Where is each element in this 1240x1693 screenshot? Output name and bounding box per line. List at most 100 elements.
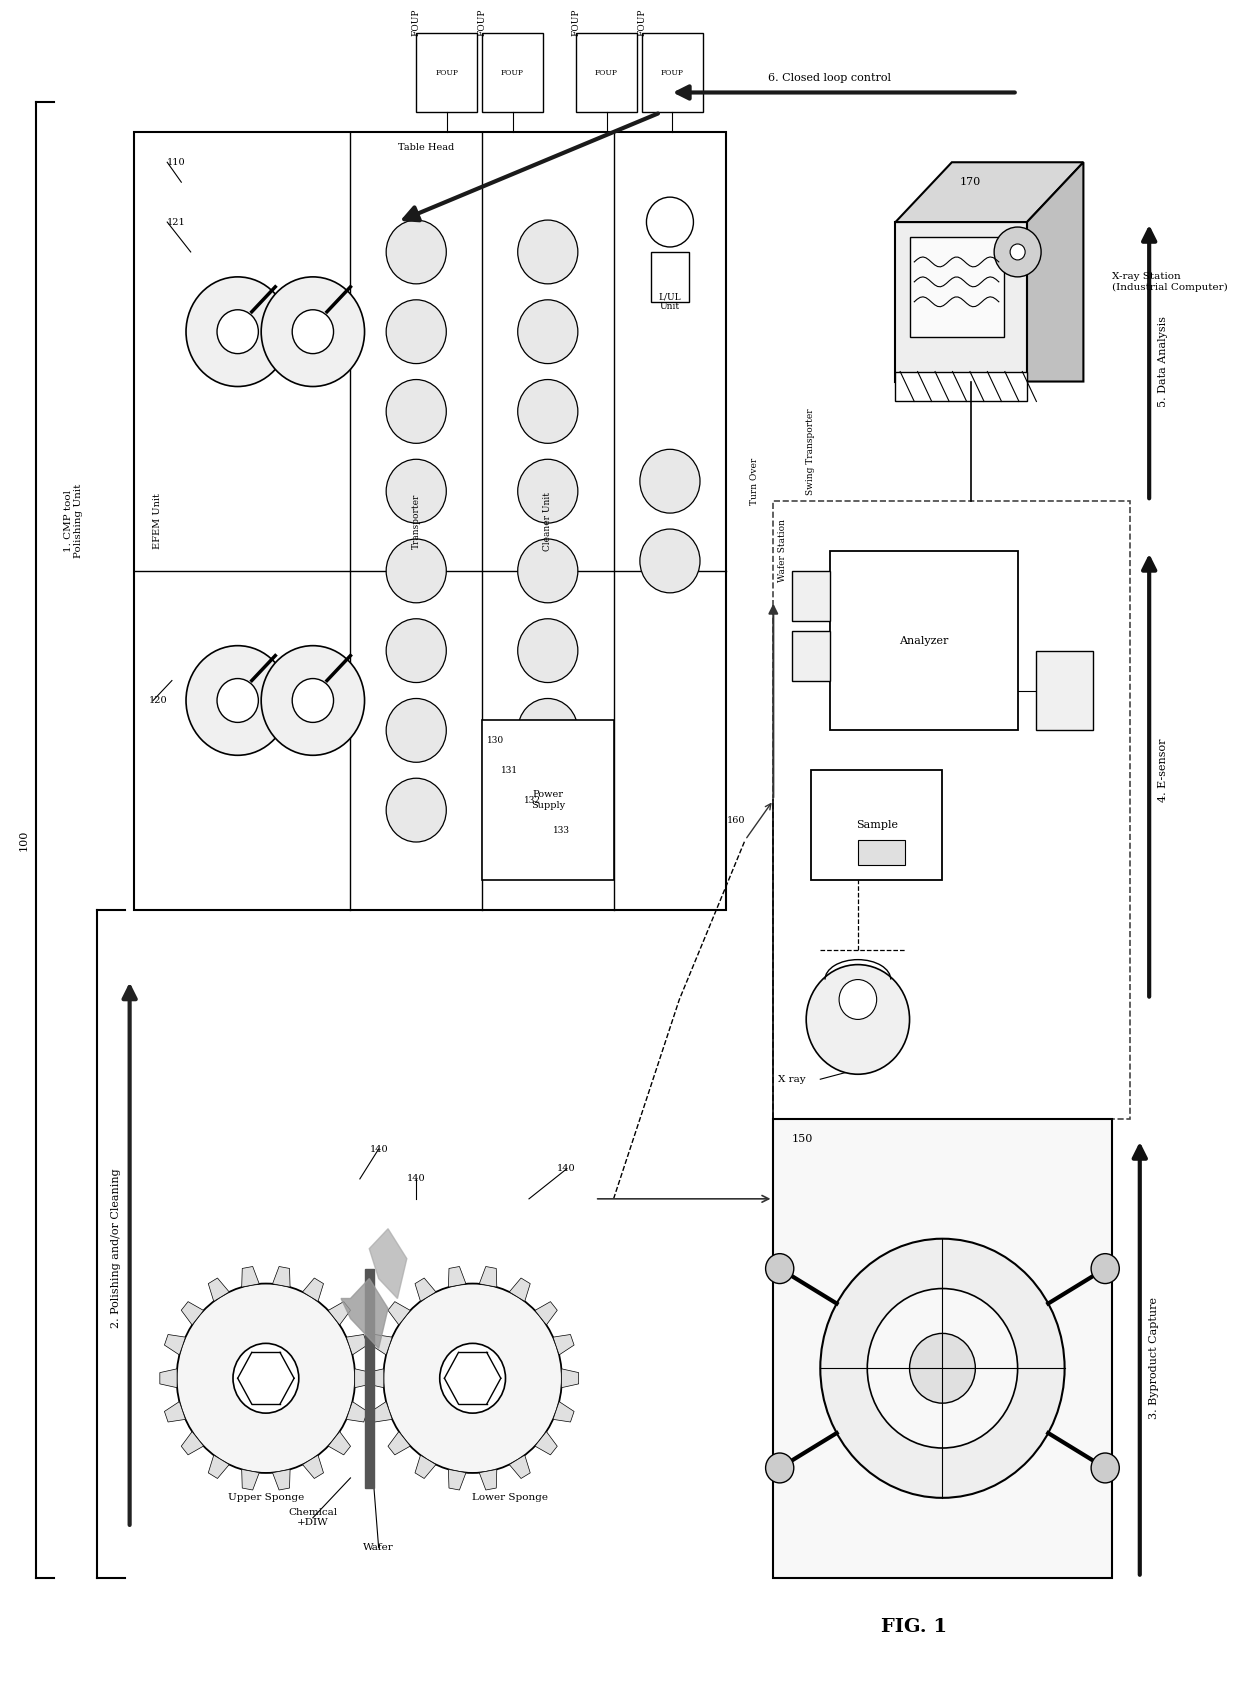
Text: FOUP: FOUP: [661, 68, 683, 76]
Circle shape: [386, 779, 446, 841]
Text: FOUP: FOUP: [595, 68, 618, 76]
Circle shape: [994, 227, 1042, 278]
Polygon shape: [415, 1454, 436, 1478]
Text: Transporter: Transporter: [412, 493, 420, 549]
Circle shape: [518, 699, 578, 762]
Polygon shape: [273, 1470, 290, 1490]
Circle shape: [383, 1283, 562, 1473]
Circle shape: [293, 679, 334, 723]
Text: Analyzer: Analyzer: [899, 635, 949, 645]
Polygon shape: [895, 163, 1084, 222]
Text: Cleaner Unit: Cleaner Unit: [543, 491, 552, 550]
Circle shape: [518, 220, 578, 284]
Circle shape: [386, 459, 446, 523]
Polygon shape: [165, 1334, 186, 1354]
Polygon shape: [208, 1454, 229, 1478]
Text: 121: 121: [167, 218, 186, 227]
Bar: [774, 501, 1131, 1119]
Polygon shape: [341, 1278, 388, 1348]
Text: 150: 150: [792, 1134, 813, 1144]
Text: Upper Sponge: Upper Sponge: [228, 1493, 304, 1502]
Polygon shape: [562, 1370, 579, 1388]
Bar: [575, 32, 637, 112]
Circle shape: [217, 310, 258, 354]
Circle shape: [440, 1343, 506, 1414]
Polygon shape: [534, 1432, 557, 1454]
Polygon shape: [181, 1432, 203, 1454]
Text: 5. Data Analysis: 5. Data Analysis: [1158, 317, 1168, 406]
Bar: [792, 631, 830, 681]
Text: 133: 133: [553, 826, 569, 835]
Polygon shape: [346, 1402, 367, 1422]
Circle shape: [186, 278, 289, 386]
Text: Chemical
+DIW: Chemical +DIW: [289, 1508, 337, 1527]
Bar: [895, 371, 1027, 401]
Circle shape: [262, 278, 365, 386]
Circle shape: [518, 459, 578, 523]
Polygon shape: [160, 1370, 177, 1388]
Polygon shape: [303, 1454, 324, 1478]
Text: 6. Closed loop control: 6. Closed loop control: [769, 73, 892, 83]
Bar: [417, 32, 477, 112]
Bar: [482, 32, 543, 112]
Text: Power
Supply: Power Supply: [531, 791, 565, 809]
Polygon shape: [371, 1402, 392, 1422]
Bar: [651, 252, 688, 301]
Polygon shape: [208, 1278, 229, 1302]
Circle shape: [262, 645, 365, 755]
Text: 160: 160: [727, 816, 745, 824]
Circle shape: [176, 1283, 355, 1473]
Circle shape: [518, 538, 578, 603]
Text: Turn Over: Turn Over: [750, 457, 759, 505]
Polygon shape: [303, 1278, 324, 1302]
Circle shape: [821, 1239, 1065, 1498]
Circle shape: [217, 679, 258, 723]
Circle shape: [386, 379, 446, 444]
Circle shape: [386, 618, 446, 682]
Polygon shape: [370, 1229, 407, 1299]
Text: FOUP: FOUP: [501, 68, 525, 76]
Circle shape: [1011, 244, 1025, 261]
Polygon shape: [415, 1278, 436, 1302]
Text: 1. CMP tool
Polishing Unit: 1. CMP tool Polishing Unit: [63, 484, 83, 559]
Text: FOUP: FOUP: [572, 8, 580, 37]
Circle shape: [518, 300, 578, 364]
Bar: [830, 550, 1018, 730]
Circle shape: [765, 1253, 794, 1283]
Circle shape: [518, 379, 578, 444]
Text: X-ray Station
(Industrial Computer): X-ray Station (Industrial Computer): [1111, 273, 1228, 291]
Circle shape: [910, 1334, 976, 1403]
Circle shape: [293, 310, 334, 354]
Circle shape: [646, 196, 693, 247]
Polygon shape: [329, 1432, 351, 1454]
Circle shape: [186, 645, 289, 755]
Text: 2. Polishing and/or Cleaning: 2. Polishing and/or Cleaning: [110, 1168, 120, 1329]
Text: 120: 120: [149, 696, 167, 704]
Text: FOUP: FOUP: [412, 8, 420, 37]
Circle shape: [1091, 1253, 1120, 1283]
Circle shape: [765, 1453, 794, 1483]
Circle shape: [386, 220, 446, 284]
Polygon shape: [449, 1266, 466, 1287]
Bar: [910, 237, 1003, 337]
Text: FOUP: FOUP: [637, 8, 646, 37]
Circle shape: [386, 300, 446, 364]
Text: 131: 131: [501, 765, 518, 775]
Bar: [482, 721, 614, 880]
Bar: [811, 770, 942, 880]
Text: 4. E-sensor: 4. E-sensor: [1158, 738, 1168, 802]
Polygon shape: [367, 1370, 384, 1388]
Text: FOUP: FOUP: [477, 8, 486, 37]
Text: 3. Byproduct Capture: 3. Byproduct Capture: [1149, 1297, 1159, 1419]
Text: Sample: Sample: [856, 819, 898, 830]
Text: 100: 100: [19, 830, 29, 850]
Text: FIG. 1: FIG. 1: [882, 1619, 947, 1637]
Circle shape: [640, 449, 701, 513]
Bar: [642, 32, 703, 112]
Polygon shape: [449, 1470, 466, 1490]
Polygon shape: [346, 1334, 367, 1354]
Polygon shape: [355, 1370, 372, 1388]
Text: Wafer: Wafer: [363, 1544, 394, 1552]
Polygon shape: [553, 1402, 574, 1422]
Bar: [1037, 650, 1092, 730]
